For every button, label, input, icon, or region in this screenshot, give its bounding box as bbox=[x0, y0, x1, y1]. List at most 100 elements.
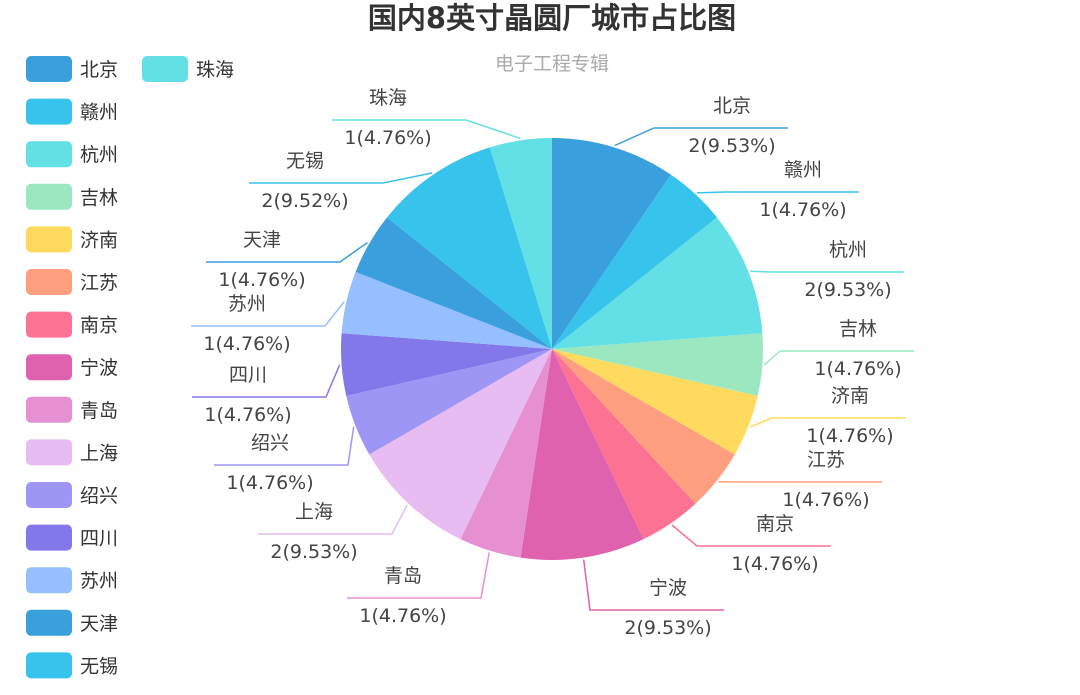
slice-label-value: 1(4.76%) bbox=[359, 605, 446, 627]
slice-label-value: 1(4.76%) bbox=[806, 425, 893, 447]
slice-label-name: 苏州 bbox=[228, 293, 266, 315]
legend-swatch-南京[interactable] bbox=[26, 311, 72, 338]
legend-label-赣州[interactable]: 赣州 bbox=[80, 102, 118, 124]
legend-swatch-绍兴[interactable] bbox=[26, 482, 72, 508]
slice-label-name: 无锡 bbox=[286, 150, 324, 172]
slice-label-name: 珠海 bbox=[369, 87, 407, 109]
pie-slice-无锡 bbox=[387, 147, 552, 349]
pie-slice-天津 bbox=[355, 217, 552, 349]
leader-line-绍兴 bbox=[214, 426, 355, 466]
legend-label-南京[interactable]: 南京 bbox=[80, 315, 118, 337]
leader-line-吉林 bbox=[763, 350, 914, 366]
legend-swatch-青岛[interactable] bbox=[26, 396, 72, 423]
leader-line-珠海 bbox=[332, 119, 521, 140]
leader-line-杭州 bbox=[750, 270, 904, 273]
slice-label-value: 2(9.52%) bbox=[261, 190, 348, 212]
leader-line-宁波 bbox=[582, 559, 724, 611]
legend-label-上海[interactable]: 上海 bbox=[80, 442, 118, 464]
pie-slice-江苏 bbox=[552, 349, 735, 504]
legend-swatch-杭州[interactable] bbox=[26, 141, 72, 168]
legend-swatch-天津[interactable] bbox=[26, 609, 72, 636]
slice-label-name: 南京 bbox=[756, 513, 794, 535]
legend-swatch-宁波[interactable] bbox=[26, 354, 72, 381]
legend-swatch-济南[interactable] bbox=[26, 226, 72, 253]
leader-line-无锡 bbox=[249, 172, 433, 184]
legend-swatch-吉林[interactable] bbox=[26, 183, 72, 210]
slice-label-name: 四川 bbox=[229, 364, 267, 386]
chart-title: 国内8英寸晶圆厂城市占比图 bbox=[368, 1, 736, 35]
legend-swatch-无锡[interactable] bbox=[26, 652, 72, 679]
leader-line-四川 bbox=[192, 364, 341, 398]
slice-label-name: 上海 bbox=[295, 501, 333, 523]
pie-slice-杭州 bbox=[552, 217, 763, 349]
legend-label-青岛[interactable]: 青岛 bbox=[80, 400, 118, 422]
pie-slice-青岛 bbox=[460, 349, 552, 558]
legend-label-珠海[interactable]: 珠海 bbox=[196, 59, 234, 81]
slice-label-value: 2(9.53%) bbox=[270, 541, 357, 563]
slice-label-value: 1(4.76%) bbox=[226, 472, 313, 494]
pie-slice-四川 bbox=[340, 333, 552, 396]
slice-label-value: 2(9.53%) bbox=[624, 617, 711, 639]
legend-swatch-赣州[interactable] bbox=[26, 98, 72, 125]
slice-label-value: 1(4.76%) bbox=[203, 333, 290, 355]
pie-slice-珠海 bbox=[489, 138, 552, 349]
pie-slices bbox=[340, 138, 764, 560]
legend-label-天津[interactable]: 天津 bbox=[80, 613, 118, 635]
legend-label-宁波[interactable]: 宁波 bbox=[80, 357, 118, 379]
slice-label-value: 1(4.76%) bbox=[814, 358, 901, 380]
legend-label-济南[interactable]: 济南 bbox=[80, 229, 118, 251]
legend-label-江苏[interactable]: 江苏 bbox=[80, 272, 118, 294]
slice-label-value: 1(4.76%) bbox=[218, 269, 305, 291]
leader-line-济南 bbox=[750, 417, 906, 428]
legend-label-无锡[interactable]: 无锡 bbox=[80, 655, 118, 677]
legend-label-四川[interactable]: 四川 bbox=[80, 528, 118, 550]
leader-line-青岛 bbox=[347, 552, 490, 599]
slice-label-name: 天津 bbox=[243, 229, 281, 251]
pie-slice-上海 bbox=[369, 349, 552, 540]
slice-label-value: 1(4.76%) bbox=[782, 489, 869, 511]
pie-slice-济南 bbox=[552, 349, 758, 455]
pie-slice-绍兴 bbox=[346, 349, 552, 455]
slice-label-value: 2(9.53%) bbox=[804, 279, 891, 301]
slice-labels: 北京 2(9.53%) 赣州 1(4.76%) 杭州 2(9.53%) 吉林 1(4.76%)… bbox=[203, 87, 901, 639]
legend-swatch-珠海[interactable] bbox=[142, 56, 188, 82]
pie-slice-南京 bbox=[552, 349, 696, 540]
slice-label-value: 1(4.76%) bbox=[731, 553, 818, 575]
pie-slice-宁波 bbox=[520, 349, 644, 560]
legend-swatch-北京[interactable] bbox=[26, 56, 72, 82]
legend-label-吉林[interactable]: 吉林 bbox=[80, 187, 118, 209]
leader-line-上海 bbox=[258, 504, 408, 535]
legend-label-绍兴[interactable]: 绍兴 bbox=[80, 485, 118, 507]
slice-label-value: 1(4.76%) bbox=[204, 404, 291, 426]
leader-line-赣州 bbox=[696, 191, 859, 194]
pie-slice-北京 bbox=[552, 138, 671, 349]
legend-swatch-江苏[interactable] bbox=[26, 269, 72, 295]
slice-label-name: 济南 bbox=[831, 385, 869, 407]
leader-line-苏州 bbox=[191, 301, 345, 327]
slice-label-leaders bbox=[191, 119, 914, 611]
legend-label-北京[interactable]: 北京 bbox=[80, 59, 118, 81]
chart-subtitle: 电子工程专辑 bbox=[495, 53, 609, 75]
slice-label-name: 宁波 bbox=[649, 577, 687, 599]
legend-label-杭州[interactable]: 杭州 bbox=[80, 144, 118, 166]
leader-line-南京 bbox=[671, 524, 831, 547]
legend-label-苏州[interactable]: 苏州 bbox=[80, 570, 118, 592]
slice-label-name: 江苏 bbox=[807, 449, 845, 471]
leader-line-天津 bbox=[206, 241, 368, 263]
leader-line-北京 bbox=[614, 127, 788, 147]
slice-label-name: 青岛 bbox=[384, 565, 422, 587]
legend-swatch-苏州[interactable] bbox=[26, 567, 72, 594]
legend-swatch-上海[interactable] bbox=[26, 439, 72, 466]
legend-swatch-四川[interactable] bbox=[26, 524, 72, 551]
slice-label-name: 赣州 bbox=[784, 159, 822, 181]
slice-label-name: 北京 bbox=[713, 95, 751, 117]
slice-label-value: 1(4.76%) bbox=[344, 127, 431, 149]
slice-label-name: 吉林 bbox=[839, 318, 877, 340]
slice-label-value: 1(4.76%) bbox=[759, 199, 846, 221]
slice-label-name: 杭州 bbox=[829, 239, 867, 261]
pie-slice-赣州 bbox=[552, 174, 717, 349]
slice-label-name: 绍兴 bbox=[251, 432, 289, 454]
